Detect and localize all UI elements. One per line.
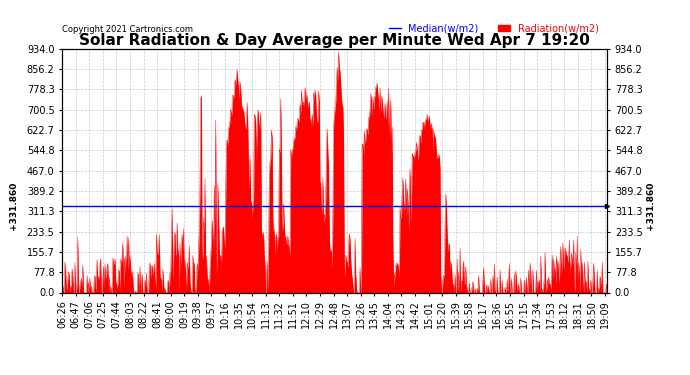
Legend: Median(w/m2), Radiation(w/m2): Median(w/m2), Radiation(w/m2) [385, 20, 602, 37]
Title: Solar Radiation & Day Average per Minute Wed Apr 7 19:20: Solar Radiation & Day Average per Minute… [79, 33, 590, 48]
Text: +331.860: +331.860 [9, 182, 18, 230]
Text: Copyright 2021 Cartronics.com: Copyright 2021 Cartronics.com [62, 25, 193, 34]
Text: +331.860: +331.860 [646, 182, 655, 230]
